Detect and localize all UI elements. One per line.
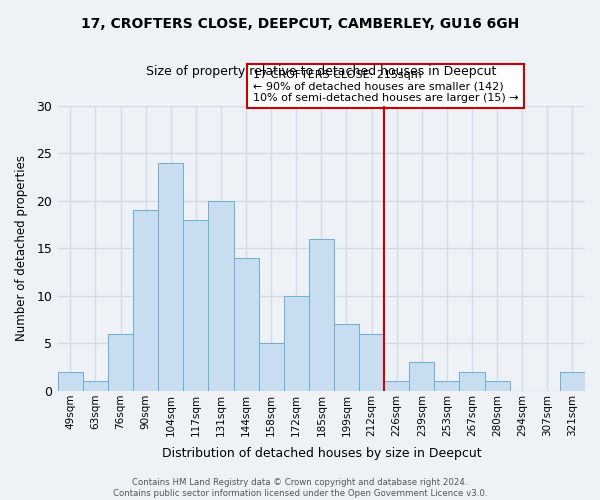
- Bar: [233, 258, 259, 391]
- Bar: [158, 162, 183, 391]
- Text: 17 CROFTERS CLOSE: 215sqm
← 90% of detached houses are smaller (142)
10% of semi: 17 CROFTERS CLOSE: 215sqm ← 90% of detac…: [253, 70, 518, 102]
- Y-axis label: Number of detached properties: Number of detached properties: [15, 156, 28, 342]
- Bar: [560, 372, 585, 391]
- Bar: [83, 382, 108, 391]
- Text: Contains HM Land Registry data © Crown copyright and database right 2024.
Contai: Contains HM Land Registry data © Crown c…: [113, 478, 487, 498]
- X-axis label: Distribution of detached houses by size in Deepcut: Distribution of detached houses by size …: [161, 447, 481, 460]
- Bar: [359, 334, 384, 391]
- Bar: [208, 200, 233, 391]
- Bar: [108, 334, 133, 391]
- Bar: [58, 372, 83, 391]
- Bar: [485, 382, 509, 391]
- Bar: [284, 296, 309, 391]
- Bar: [309, 239, 334, 391]
- Bar: [434, 382, 460, 391]
- Bar: [409, 362, 434, 391]
- Bar: [460, 372, 485, 391]
- Bar: [384, 382, 409, 391]
- Text: 17, CROFTERS CLOSE, DEEPCUT, CAMBERLEY, GU16 6GH: 17, CROFTERS CLOSE, DEEPCUT, CAMBERLEY, …: [81, 18, 519, 32]
- Bar: [133, 210, 158, 391]
- Bar: [183, 220, 208, 391]
- Bar: [259, 344, 284, 391]
- Title: Size of property relative to detached houses in Deepcut: Size of property relative to detached ho…: [146, 65, 497, 78]
- Bar: [334, 324, 359, 391]
